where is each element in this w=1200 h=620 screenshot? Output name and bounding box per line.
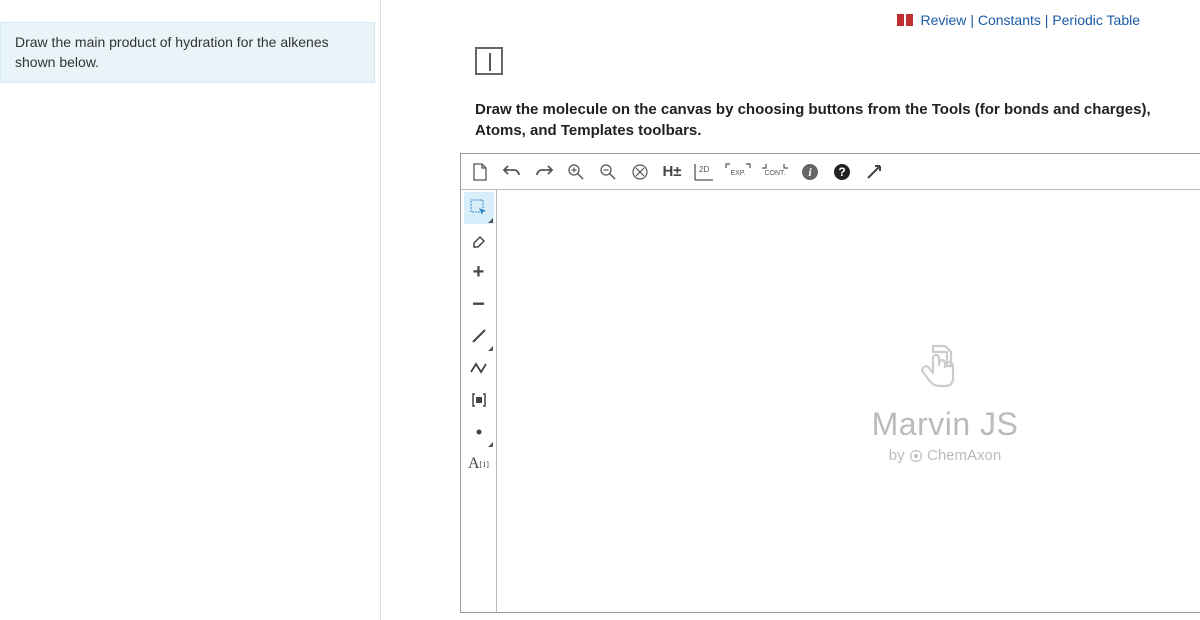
marvin-editor: H± 2D EXP. CONT. i ?: [460, 153, 1200, 613]
answer-area: Review | Constants | Periodic Table Draw…: [400, 0, 1190, 613]
selection-tool-button[interactable]: [464, 192, 494, 224]
redo-button[interactable]: [529, 157, 559, 187]
brand-title: Marvin JS: [872, 406, 1019, 443]
hydrogen-label: H±: [662, 163, 681, 180]
bracket-tool-button[interactable]: [464, 384, 494, 416]
placeholder-structure-box: [475, 47, 503, 75]
exp-label: EXP.: [724, 170, 752, 177]
zoom-in-button[interactable]: [561, 157, 591, 187]
sep: |: [970, 12, 978, 28]
constants-link[interactable]: Constants: [978, 12, 1041, 28]
info-button[interactable]: i: [795, 157, 825, 187]
drawing-canvas[interactable]: Marvin JS by ChemAxon: [497, 190, 1200, 612]
cont-label: CONT.: [760, 170, 790, 177]
hydrogen-toggle-button[interactable]: H±: [657, 157, 687, 187]
instruction-text: Draw the molecule on the canvas by choos…: [475, 99, 1160, 141]
atom-map-button[interactable]: A[1]: [464, 448, 494, 480]
zoom-fit-button[interactable]: [625, 157, 655, 187]
top-toolbar: H± 2D EXP. CONT. i ?: [461, 154, 1200, 190]
prompt-text: Draw the main product of hydration for t…: [15, 34, 329, 70]
top-links: Review | Constants | Periodic Table: [400, 0, 1190, 29]
vertical-divider: [380, 0, 381, 620]
new-doc-button[interactable]: [465, 157, 495, 187]
marvin-watermark: Marvin JS by ChemAxon: [872, 338, 1019, 464]
flag-icon: [897, 13, 913, 29]
undo-button[interactable]: [497, 157, 527, 187]
minus-charge-button[interactable]: −: [464, 288, 494, 320]
help-button[interactable]: ?: [827, 157, 857, 187]
fullscreen-button[interactable]: [859, 157, 889, 187]
left-toolbar: + − A[1]: [461, 190, 497, 612]
single-bond-button[interactable]: [464, 320, 494, 352]
hand-icon: [872, 338, 1019, 398]
zoom-out-button[interactable]: [593, 157, 623, 187]
periodic-table-link[interactable]: Periodic Table: [1052, 12, 1140, 28]
svg-text:2D: 2D: [699, 165, 709, 174]
2d-button[interactable]: 2D: [689, 157, 719, 187]
review-link[interactable]: Review: [921, 12, 967, 28]
chain-tool-button[interactable]: [464, 352, 494, 384]
expand-button[interactable]: EXP.: [721, 157, 755, 187]
plus-charge-button[interactable]: +: [464, 256, 494, 288]
contract-button[interactable]: CONT.: [757, 157, 793, 187]
radical-tool-button[interactable]: [464, 416, 494, 448]
atom-map-label: A: [468, 455, 480, 473]
eraser-tool-button[interactable]: [464, 224, 494, 256]
svg-text:?: ?: [838, 165, 845, 179]
brand-subtitle: by ChemAxon: [872, 447, 1019, 464]
question-prompt: Draw the main product of hydration for t…: [0, 22, 375, 83]
